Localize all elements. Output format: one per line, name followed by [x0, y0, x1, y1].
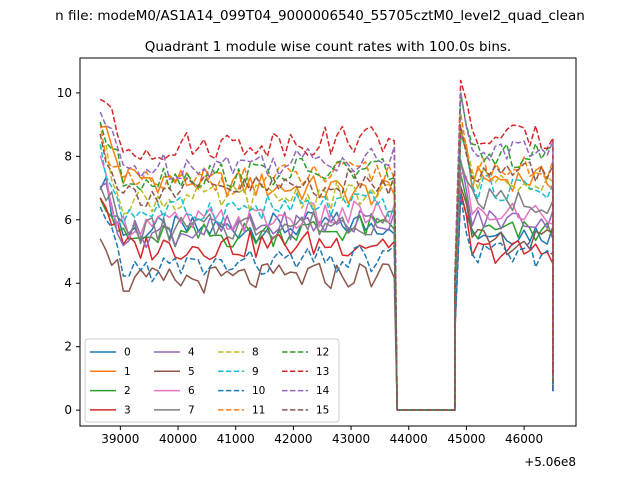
series-line-10 — [99, 194, 554, 411]
legend-label-1: 1 — [124, 366, 131, 378]
series-line-8 — [99, 128, 554, 411]
series-line-15 — [99, 125, 554, 411]
legend-label-12: 12 — [316, 347, 329, 359]
legend-label-14: 14 — [316, 385, 330, 397]
y-tick-label: 8 — [64, 149, 72, 163]
legend-label-15: 15 — [316, 404, 329, 416]
legend-label-4: 4 — [188, 347, 195, 359]
series-line-4 — [99, 159, 554, 411]
legend-label-9: 9 — [252, 366, 259, 378]
legend-box — [84, 338, 340, 423]
legend-label-13: 13 — [316, 366, 329, 378]
chart-title: Quadrant 1 module wise count rates with … — [145, 39, 511, 55]
x-axis-ticks: 39000 40000 41000 42000 43000 44000 45000 46000 — [101, 426, 543, 446]
series-line-13 — [99, 79, 554, 411]
series-line-9 — [99, 133, 554, 411]
axes-frame — [79, 57, 577, 427]
series-line-7 — [99, 160, 554, 411]
x-tick-label: 39000 — [101, 432, 139, 446]
series-line-5 — [99, 185, 554, 411]
series-line-14 — [99, 91, 554, 411]
y-tick-label: 10 — [57, 86, 72, 100]
figure-suptitle: n file: modeM0/AS1A14_099T04_9000006540_… — [55, 8, 585, 24]
legend-label-7: 7 — [188, 404, 195, 416]
x-tick-label: 46000 — [505, 432, 543, 446]
x-tick-label: 43000 — [332, 432, 370, 446]
y-tick-label: 4 — [64, 276, 72, 290]
legend-label-5: 5 — [188, 366, 195, 378]
legend-label-8: 8 — [252, 347, 259, 359]
legend-label-10: 10 — [252, 385, 265, 397]
x-tick-label: 44000 — [390, 432, 428, 446]
series-line-12 — [99, 92, 554, 411]
legend-label-2: 2 — [124, 385, 131, 397]
y-tick-label: 2 — [64, 340, 72, 354]
y-axis-ticks: 0 2 4 6 8 10 — [57, 86, 80, 417]
y-tick-label: 6 — [64, 213, 72, 227]
plot-lines — [99, 79, 554, 411]
x-tick-label: 41000 — [217, 432, 255, 446]
y-tick-label: 0 — [64, 403, 72, 417]
x-tick-label: 40000 — [159, 432, 197, 446]
series-line-1 — [100, 125, 554, 411]
x-offset-label: +5.06e8 — [524, 455, 576, 469]
x-tick-label: 42000 — [274, 432, 312, 446]
legend-label-11: 11 — [252, 404, 265, 416]
series-line-3 — [99, 191, 554, 411]
legend-label-0: 0 — [124, 347, 131, 359]
series-line-6 — [99, 155, 554, 411]
x-tick-label: 45000 — [447, 432, 485, 446]
legend-label-6: 6 — [188, 385, 195, 397]
legend-label-3: 3 — [124, 404, 131, 416]
